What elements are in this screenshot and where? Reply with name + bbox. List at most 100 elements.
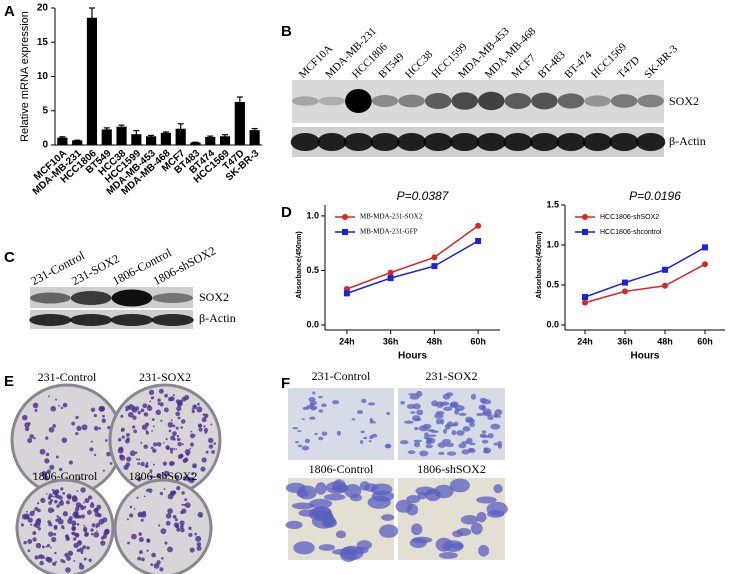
colony xyxy=(129,505,133,509)
blot-band xyxy=(70,291,112,305)
cell xyxy=(435,418,442,425)
legend-marker xyxy=(582,229,588,235)
colony xyxy=(159,567,164,572)
blot-band xyxy=(152,293,193,303)
point xyxy=(622,288,628,295)
colony xyxy=(180,426,183,429)
colony xyxy=(177,416,181,420)
cell xyxy=(414,417,422,421)
colony xyxy=(50,405,57,412)
colony xyxy=(201,417,207,423)
colony xyxy=(67,495,72,500)
cell xyxy=(458,443,467,449)
cell xyxy=(370,483,393,496)
cell xyxy=(301,445,310,451)
cell xyxy=(458,412,467,416)
colony xyxy=(165,520,171,526)
colony xyxy=(117,447,124,454)
cell xyxy=(425,444,434,449)
row-label: SOX2 xyxy=(199,290,229,304)
point xyxy=(475,222,482,229)
colony xyxy=(41,545,45,549)
cell xyxy=(291,502,315,510)
blot-band xyxy=(290,133,320,151)
colony xyxy=(100,540,106,546)
colony xyxy=(170,419,173,422)
colony xyxy=(205,450,209,454)
blot-band xyxy=(30,292,71,304)
colony xyxy=(202,413,205,416)
colony xyxy=(98,427,101,430)
colony xyxy=(73,560,76,563)
colony xyxy=(47,507,54,514)
colony xyxy=(20,523,24,527)
blot-band xyxy=(345,89,372,113)
colony xyxy=(182,475,188,481)
blot-band xyxy=(424,93,452,109)
colony xyxy=(23,540,27,545)
colony xyxy=(56,504,60,508)
colony xyxy=(138,532,143,536)
cell xyxy=(368,440,372,443)
colony xyxy=(68,460,73,465)
colony xyxy=(37,508,41,513)
colony xyxy=(171,461,175,466)
colony xyxy=(32,472,35,475)
cell xyxy=(367,402,376,406)
colony xyxy=(77,505,80,508)
cell xyxy=(323,493,346,501)
x-axis-label: Hours xyxy=(631,351,660,362)
x-tick-label: 24h xyxy=(577,336,593,346)
colony xyxy=(80,551,84,555)
colony xyxy=(60,487,64,491)
blot-band xyxy=(450,133,480,151)
colony xyxy=(167,546,173,553)
colony xyxy=(48,531,54,537)
colony xyxy=(82,545,87,550)
colony xyxy=(39,560,44,566)
colony xyxy=(147,404,151,408)
colony xyxy=(94,511,100,518)
colony xyxy=(175,474,180,480)
colony xyxy=(151,552,156,558)
colony xyxy=(189,547,195,553)
colony xyxy=(153,442,158,447)
colony xyxy=(21,513,28,520)
blot-band xyxy=(292,96,319,106)
colony xyxy=(61,437,68,443)
colony xyxy=(87,495,93,500)
panel-label: C xyxy=(4,249,15,266)
cell xyxy=(293,541,315,555)
colony xyxy=(191,472,195,476)
y-tick-label: 0.5 xyxy=(306,265,319,275)
colony xyxy=(176,434,180,438)
colony xyxy=(73,522,77,526)
colony xyxy=(156,473,162,479)
colony xyxy=(89,447,94,452)
colony xyxy=(41,555,45,560)
cell xyxy=(481,405,486,411)
colony xyxy=(46,557,53,563)
colony xyxy=(163,407,169,413)
colony xyxy=(51,488,54,491)
colony xyxy=(180,527,185,533)
panel-label: D xyxy=(281,204,292,221)
cell xyxy=(465,416,474,423)
colony xyxy=(167,508,173,514)
cell xyxy=(478,544,490,557)
colony xyxy=(54,495,57,498)
bar xyxy=(234,102,245,146)
cell xyxy=(481,430,487,434)
colony xyxy=(174,518,178,522)
colony xyxy=(197,511,204,518)
cell xyxy=(451,429,457,436)
colony xyxy=(54,499,58,504)
cell xyxy=(426,429,435,432)
blot-band xyxy=(478,91,505,111)
y-axis-label: Absorbance(450nm) xyxy=(296,231,303,298)
colony xyxy=(58,467,63,472)
cell xyxy=(297,430,302,432)
blot-band xyxy=(556,133,586,151)
cell xyxy=(427,434,437,438)
colony xyxy=(71,524,75,527)
